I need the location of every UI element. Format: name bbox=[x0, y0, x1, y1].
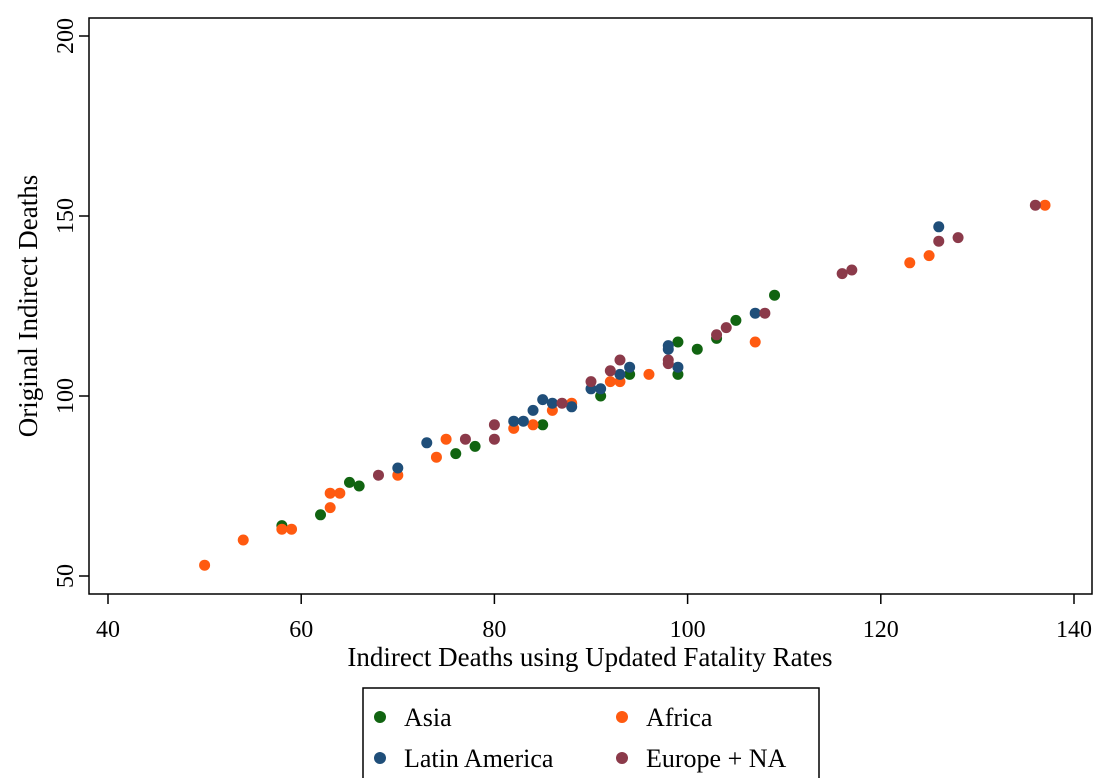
data-point-europe-na bbox=[459, 433, 471, 445]
y-tick-label: 150 bbox=[53, 198, 79, 234]
data-point-europe-na bbox=[952, 232, 964, 244]
data-point-asia bbox=[769, 289, 781, 301]
legend: Asia Africa Latin America Europe + NA bbox=[362, 687, 820, 781]
legend-marker-asia bbox=[374, 711, 386, 723]
legend-marker-europe-na bbox=[616, 752, 628, 764]
data-point-africa bbox=[440, 433, 452, 445]
x-tick-label: 40 bbox=[96, 617, 120, 643]
data-point-asia bbox=[450, 448, 462, 460]
x-tick-label: 140 bbox=[1056, 617, 1092, 643]
data-point-africa bbox=[604, 376, 616, 388]
legend-label-asia: Asia bbox=[404, 703, 452, 732]
data-points bbox=[199, 199, 1051, 571]
legend-marker-latin-america bbox=[374, 752, 386, 764]
y-tick-label: 100 bbox=[53, 378, 79, 414]
data-point-latin-america bbox=[537, 394, 549, 406]
x-tick-label: 120 bbox=[863, 617, 899, 643]
data-point-europe-na bbox=[488, 433, 500, 445]
data-point-europe-na bbox=[614, 354, 626, 366]
data-point-asia bbox=[469, 440, 481, 452]
data-point-europe-na bbox=[1029, 199, 1041, 211]
data-point-europe-na bbox=[720, 322, 732, 334]
legend-label-europe-na: Europe + NA bbox=[646, 744, 787, 773]
legend-marker-africa bbox=[616, 711, 628, 723]
data-point-africa bbox=[199, 559, 211, 571]
data-point-latin-america bbox=[566, 401, 578, 413]
data-point-latin-america bbox=[546, 397, 558, 409]
data-point-africa bbox=[237, 534, 249, 546]
data-point-asia bbox=[537, 419, 549, 431]
data-point-africa bbox=[276, 523, 288, 535]
data-point-africa bbox=[643, 368, 655, 380]
data-point-asia bbox=[353, 480, 365, 492]
data-point-africa bbox=[923, 250, 935, 262]
y-tick-label: 200 bbox=[53, 18, 79, 54]
data-point-europe-na bbox=[836, 268, 848, 280]
x-axis: 40 60 80 100 120 140 bbox=[96, 594, 1092, 643]
data-point-asia bbox=[691, 343, 703, 355]
data-point-latin-america bbox=[672, 361, 684, 373]
data-point-europe-na bbox=[488, 419, 500, 431]
data-point-latin-america bbox=[595, 383, 607, 395]
data-point-europe-na bbox=[846, 264, 858, 276]
data-point-latin-america bbox=[624, 361, 636, 373]
data-point-africa bbox=[324, 502, 336, 514]
data-point-latin-america bbox=[508, 415, 520, 427]
x-tick-label: 100 bbox=[670, 617, 706, 643]
data-point-latin-america bbox=[749, 307, 761, 319]
y-tick-label: 50 bbox=[53, 564, 79, 588]
data-point-africa bbox=[286, 523, 298, 535]
data-point-africa bbox=[324, 487, 336, 499]
y-axis: 50 100 150 200 bbox=[53, 18, 89, 588]
data-point-asia bbox=[315, 509, 327, 521]
data-point-africa bbox=[334, 487, 346, 499]
data-point-europe-na bbox=[759, 307, 771, 319]
data-point-africa bbox=[749, 336, 761, 348]
data-point-latin-america bbox=[614, 368, 626, 380]
data-point-asia bbox=[344, 476, 355, 488]
data-point-asia bbox=[730, 314, 742, 326]
x-tick-label: 80 bbox=[482, 617, 506, 643]
data-point-africa bbox=[1039, 199, 1051, 211]
data-point-europe-na bbox=[556, 397, 568, 409]
data-point-europe-na bbox=[585, 376, 597, 388]
data-point-europe-na bbox=[604, 365, 616, 377]
data-point-latin-america bbox=[517, 415, 529, 427]
data-point-europe-na bbox=[662, 354, 674, 366]
data-point-latin-america bbox=[392, 462, 404, 474]
data-point-europe-na bbox=[711, 329, 723, 341]
legend-label-latin-america: Latin America bbox=[404, 744, 554, 773]
data-point-europe-na bbox=[372, 469, 384, 481]
legend-label-africa: Africa bbox=[646, 703, 713, 732]
data-point-europe-na bbox=[933, 235, 945, 247]
x-axis-title: Indirect Deaths using Updated Fatality R… bbox=[347, 642, 832, 672]
plot-frame bbox=[88, 17, 1093, 595]
x-tick-label: 60 bbox=[289, 617, 313, 643]
data-point-africa bbox=[904, 257, 916, 269]
data-point-latin-america bbox=[421, 437, 433, 449]
data-point-latin-america bbox=[933, 221, 945, 233]
y-axis-title: Original Indirect Deaths bbox=[13, 175, 43, 437]
data-point-africa bbox=[430, 451, 442, 463]
data-point-latin-america bbox=[527, 404, 539, 416]
data-point-latin-america bbox=[662, 340, 674, 352]
data-point-asia bbox=[672, 336, 684, 348]
data-point-africa bbox=[527, 419, 539, 431]
